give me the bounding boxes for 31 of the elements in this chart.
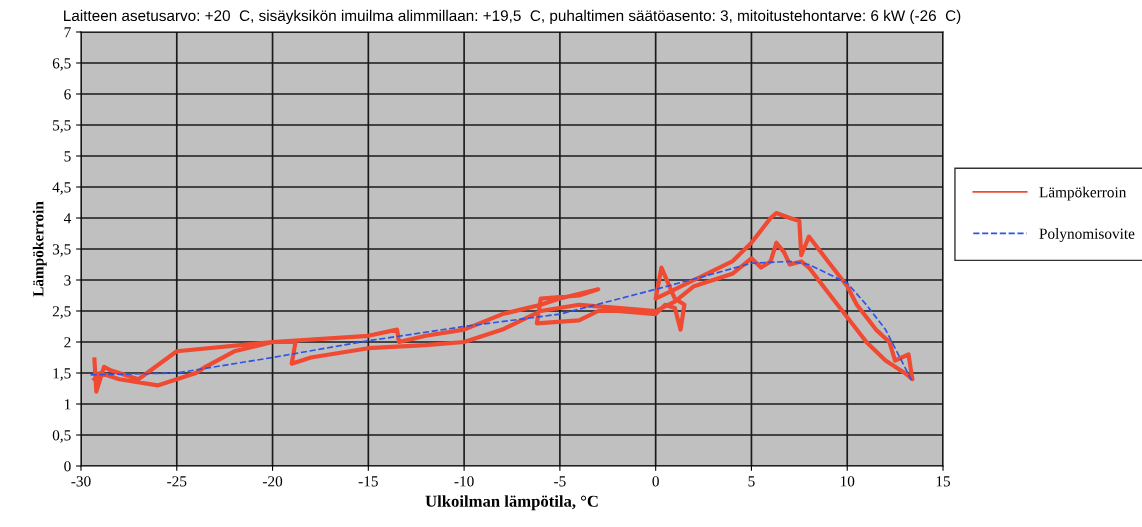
x-tick-label: -10: [454, 476, 474, 487]
y-tick-label: 0: [64, 461, 71, 472]
y-tick-label: 3,5: [52, 244, 71, 257]
y-tick-label: 2: [64, 337, 71, 348]
x-tick-label: -20: [262, 476, 283, 487]
x-tick-label: 0: [652, 476, 659, 487]
x-tick-label: 5: [748, 476, 755, 487]
y-axis-title: Lämpökerroin: [32, 201, 47, 297]
chart-title: Laitteen asetusarvo: +20 C, sisäyksikön imuilma alimmillaan: +19,5 C, puhaltimen säätöasento: 3, mitoitustehontarve: 6 kW (-26 C): [64, 9, 961, 25]
y-tick-label: 2,5: [52, 306, 71, 319]
x-tick-label: -15: [358, 476, 378, 487]
y-tick-label: 3: [64, 275, 71, 286]
y-tick-label: 1: [64, 399, 71, 410]
y-tick-label: 5,5: [53, 120, 71, 133]
legend-label: Lämpökerroin: [1039, 186, 1127, 201]
y-tick-label: 6: [64, 89, 71, 100]
x-tick-label: -25: [167, 476, 187, 487]
x-tick-label: 10: [840, 476, 855, 487]
y-tick-label: 7: [64, 27, 71, 38]
y-tick-label: 0,5: [52, 430, 71, 443]
legend-label: Polynomisovite: [1039, 228, 1135, 242]
y-tick-label: 4: [63, 213, 72, 224]
y-tick-label: 5: [64, 151, 71, 162]
line-series: [92, 210, 915, 394]
x-tick-label: 15: [936, 476, 951, 487]
y-tick-label: 1,5: [53, 368, 71, 381]
x-tick-label: -30: [71, 476, 91, 487]
x-axis-title: Ulkoilman lämpötila, °C: [425, 495, 598, 511]
y-tick-label: 4,5: [52, 182, 71, 195]
y-tick-label: 6,5: [52, 58, 71, 71]
x-tick-label: -5: [554, 476, 566, 487]
